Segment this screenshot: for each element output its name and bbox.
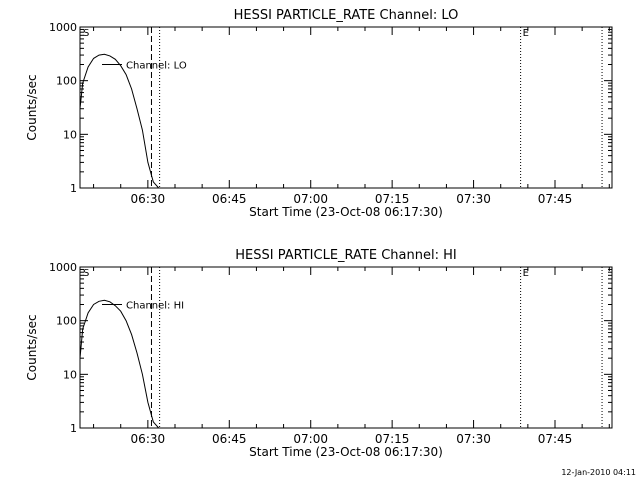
x-tick-label: 07:45: [538, 432, 573, 446]
chart-panel-2: HESSI PARTICLE_RATE Channel: HI 1 10 100 100…: [25, 248, 613, 459]
x-tick-label: 07:30: [456, 432, 491, 446]
marker-s: S: [83, 28, 89, 39]
y-tick-label: 1: [70, 422, 77, 435]
x-axis-label: Start Time (23-Oct-08 06:17:30): [249, 445, 443, 459]
footer-timestamp: 12-Jan-2010 04:11: [561, 468, 636, 477]
chart-panel-1: HESSI PARTICLE_RATE Channel: LO 1 10 100 100…: [25, 8, 613, 219]
y-tick-label: 10: [63, 128, 77, 141]
marker-e: E: [523, 28, 529, 39]
x-tick-label: 07:45: [538, 192, 573, 206]
legend-label: Channel: LO: [126, 61, 187, 72]
series-line: [79, 53, 160, 189]
x-tick-label: 06:30: [131, 192, 166, 206]
x-tick-label: 06:45: [212, 432, 247, 446]
y-axis-label: Counts/sec: [25, 314, 39, 380]
y-tick-label: 100: [56, 75, 77, 88]
x-tick-label: 06:30: [131, 432, 166, 446]
y-axis-label: Counts/sec: [25, 74, 39, 140]
chart-title: HESSI PARTICLE_RATE Channel: HI: [235, 248, 456, 263]
marker-s: S: [83, 268, 89, 279]
y-tick-label: 1000: [49, 21, 77, 34]
plot-frame: [79, 266, 613, 429]
series-line: [79, 299, 160, 429]
marker-e: E: [523, 268, 529, 279]
x-axis-label: Start Time (23-Oct-08 06:17:30): [249, 205, 443, 219]
y-tick-label: 1: [70, 182, 77, 195]
x-tick-label: 07:00: [293, 192, 328, 206]
legend-label: Channel: HI: [126, 301, 184, 312]
x-tick-label: 07:30: [456, 192, 491, 206]
y-tick-label: 1000: [49, 261, 77, 274]
x-tick-label: 06:45: [212, 192, 247, 206]
x-tick-label: 07:15: [375, 192, 410, 206]
x-tick-label: 07:00: [293, 432, 328, 446]
x-tick-label: 07:15: [375, 432, 410, 446]
y-tick-label: 100: [56, 315, 77, 328]
chart-title: HESSI PARTICLE_RATE Channel: LO: [234, 8, 459, 23]
y-tick-label: 10: [63, 368, 77, 381]
